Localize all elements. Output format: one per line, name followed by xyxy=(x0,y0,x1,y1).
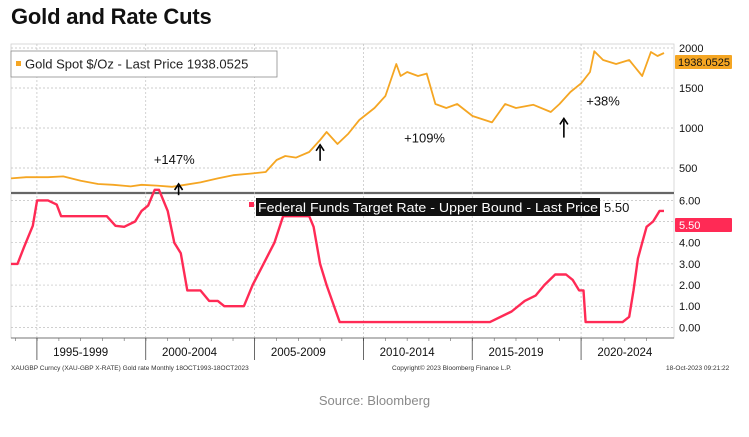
footer-left: XAUGBP Curncy (XAU-GBP X-RATE) Gold rate… xyxy=(11,365,249,372)
footer-center: Copyright© 2023 Bloomberg Finance L.P. xyxy=(392,364,512,372)
x-tick-label: 2015-2019 xyxy=(488,347,543,359)
fed-legend-value: 5.50 xyxy=(604,200,629,215)
x-tick-label: 2000-2004 xyxy=(162,347,218,359)
fed-y-tick: 1.00 xyxy=(679,301,700,313)
rate-cut-arrowhead xyxy=(173,182,184,191)
gold-legend: Gold Spot $/Oz - Last Price 1938.0525 xyxy=(10,50,278,78)
gain-annotation: +109% xyxy=(404,130,445,145)
gold-legend-label: Gold Spot $/Oz - Last Price 1938.0525 xyxy=(25,57,248,72)
gain-annotation: +147% xyxy=(154,152,195,167)
gold-y-tick: 1000 xyxy=(679,123,703,135)
rate-cut-arrows xyxy=(173,116,569,196)
x-tick-label: 2005-2009 xyxy=(271,347,326,359)
fed-legend: Federal Funds Target Rate - Upper Bound … xyxy=(249,198,629,216)
fed-y-tick: 0.00 xyxy=(679,322,700,334)
gain-annotations: +147% +109% +38% xyxy=(154,94,620,167)
rate-cut-arrowhead xyxy=(315,143,325,152)
fed-y-tick: 3.00 xyxy=(679,259,700,271)
fed-y-tick: 2.00 xyxy=(679,280,700,292)
x-tick-label: 1995-1999 xyxy=(53,347,108,359)
fed-y-axis: 6.005.004.003.002.001.000.00 xyxy=(679,195,700,334)
fed-y-tick: 6.00 xyxy=(679,195,700,207)
gold-price-line xyxy=(10,50,665,188)
gold-legend-swatch xyxy=(16,61,21,66)
fed-legend-label: Federal Funds Target Rate - Upper Bound … xyxy=(258,200,598,215)
page-title: Gold and Rate Cuts xyxy=(11,4,212,29)
top-panel-frame xyxy=(10,43,675,193)
gold-last-value-tag: 1938.0525 xyxy=(675,55,732,69)
gold-y-axis: 500 1000 1500 2000 xyxy=(679,43,703,175)
footer-right: 18-Oct-2023 09:21:22 xyxy=(666,365,730,372)
fed-last-value: 5.50 xyxy=(679,220,700,232)
fed-y-tick: 4.00 xyxy=(679,238,700,250)
x-tick-label: 2010-2014 xyxy=(380,347,436,359)
source-caption: Source: Bloomberg xyxy=(318,393,431,408)
fed-funds-rate-line xyxy=(11,188,664,324)
gain-annotation: +38% xyxy=(586,94,620,109)
gold-y-tick: 2000 xyxy=(679,43,703,55)
gold-y-tick: 1500 xyxy=(679,83,703,95)
gold-last-value: 1938.0525 xyxy=(678,57,730,69)
x-axis: 1995-1999 2000-2004 2005-2009 2010-2014 2015… xyxy=(11,337,674,360)
fed-last-value-tag: 5.50 xyxy=(675,218,732,232)
x-tick-label: 2020-2024 xyxy=(597,347,653,359)
rate-cut-arrowhead xyxy=(559,116,569,125)
gold-y-tick: 500 xyxy=(679,163,697,175)
fed-legend-swatch xyxy=(249,202,254,207)
period-boundary-lines xyxy=(36,44,582,338)
